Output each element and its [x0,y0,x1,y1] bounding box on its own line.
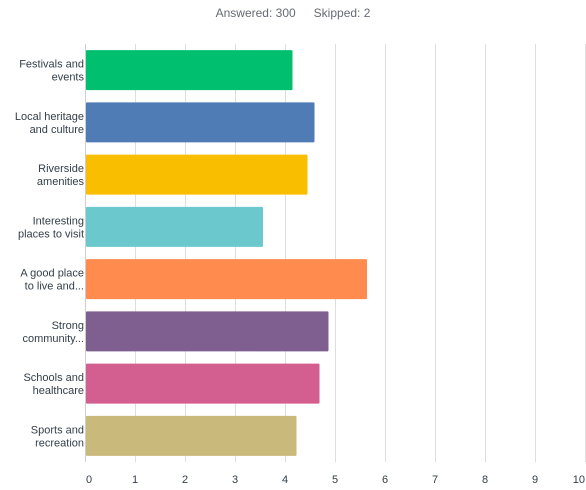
category-label-5: A good place to live and... [20,268,84,293]
x-tick-label-0: 0 [86,474,92,486]
skipped-count: Skipped: 2 [313,6,371,20]
category-label-2: Local heritage and culture [15,111,84,136]
x-tick-label-10: 10 [573,474,585,486]
response-summary: Answered: 300 Skipped: 2 [0,6,586,20]
x-tick-label-7: 7 [432,474,438,486]
x-tick-label-4: 4 [282,474,288,486]
x-tick-label-2: 2 [182,474,188,486]
x-tick-label-8: 8 [482,474,488,486]
category-label-3: Riverside amenities [37,163,85,188]
x-tick-label-3: 3 [232,474,238,486]
bar-5 [86,259,367,300]
x-tick-label-1: 1 [132,474,138,486]
x-tick-label-6: 6 [382,474,388,486]
bar-1 [86,50,293,91]
category-label-4: Interesting places to visit [18,215,84,240]
answered-count: Answered: 300 [215,6,296,20]
x-tick-label-5: 5 [332,474,338,486]
bar-6 [86,311,329,352]
category-label-6: Strong community... [22,320,84,345]
x-tick-label-9: 9 [532,474,538,486]
bar-4 [86,206,263,247]
category-label-7: Schools and healthcare [23,372,84,397]
bar-7 [86,363,320,404]
category-label-1: Festivals and events [19,59,84,84]
bar-8 [86,415,297,456]
category-label-8: Sports and recreation [31,424,84,449]
bar-3 [86,154,308,195]
bar-2 [86,102,315,143]
